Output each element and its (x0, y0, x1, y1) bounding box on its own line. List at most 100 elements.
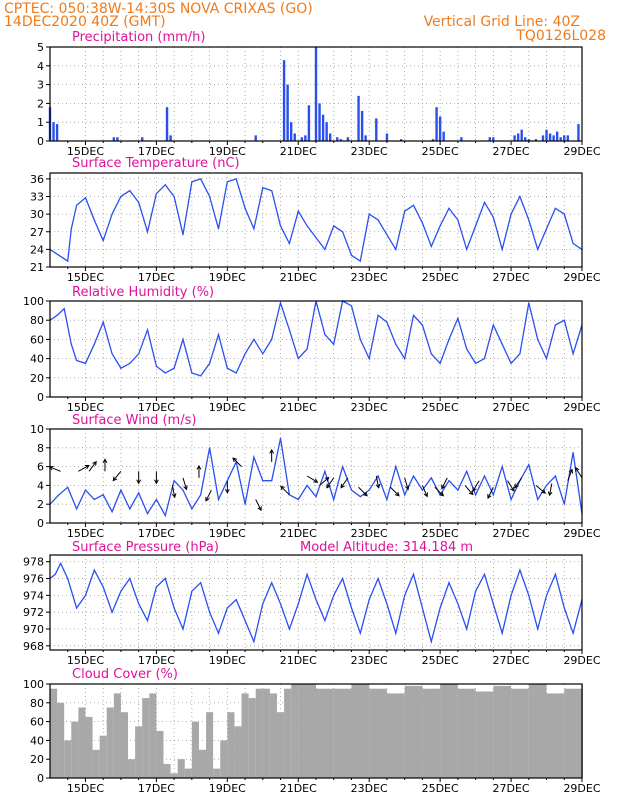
temperature-point (253, 228, 255, 230)
precip-bar (364, 135, 367, 141)
cloud-bar (120, 712, 129, 778)
wind-point (342, 466, 344, 468)
wind-point (359, 496, 361, 498)
cloud-bar (528, 684, 547, 778)
cloud-bar (404, 685, 423, 778)
cloud-bar (276, 712, 285, 778)
wind-point (315, 496, 317, 498)
pressure-point (501, 632, 503, 634)
cloud-bar (386, 693, 405, 778)
pressure-point (439, 607, 441, 609)
wind-arrow-head (224, 488, 230, 494)
x-tick-label: 25DEC (422, 527, 459, 540)
precip-bar (375, 118, 378, 141)
wind-arrow (434, 486, 444, 497)
x-tick-label: 23DEC (351, 271, 388, 284)
precip-bar (399, 139, 403, 141)
precip-bar (282, 60, 286, 141)
wind-point (501, 466, 503, 468)
cloud-bar (163, 763, 171, 778)
pressure-point (138, 603, 140, 605)
cloud-bar (457, 688, 476, 778)
y-tick-label: 8 (37, 442, 44, 455)
temperature-title: Surface Temperature (nC) (72, 156, 240, 171)
y-tick-label: 60 (30, 333, 44, 346)
temperature-point (84, 197, 87, 199)
x-tick-label: 25DEC (422, 271, 459, 284)
cloud-bar (316, 688, 334, 778)
precip-bar (116, 137, 119, 141)
pressure-point (111, 611, 113, 613)
precip-bar (548, 133, 552, 141)
precip-bar (460, 137, 463, 141)
x-tick-label: 27DEC (493, 401, 530, 414)
temperature-point (563, 213, 565, 215)
model-altitude-label: Model Altitude: 314.184 m (300, 540, 473, 555)
humidity-point (146, 329, 149, 331)
wind-point (155, 498, 157, 501)
y-tick-label: 976 (23, 573, 44, 586)
pressure-point (306, 573, 308, 575)
temperature-line (49, 178, 583, 263)
precip-bar (314, 47, 318, 141)
cloud-bar (92, 749, 100, 778)
precip-bar (360, 110, 364, 141)
temperature-point (209, 195, 211, 198)
humidity-point (439, 362, 441, 364)
temperature-point (155, 192, 157, 195)
wind-arrow-head (340, 483, 345, 489)
wind-point (173, 480, 175, 482)
y-tick-label: 20 (30, 372, 44, 385)
humidity-point (554, 324, 557, 326)
temperature-point (200, 178, 202, 180)
x-tick-label: 15DEC (67, 654, 104, 667)
precip-bar (431, 139, 435, 141)
temperature-point (288, 242, 290, 245)
header-run-id: TQ0126L028 (515, 28, 606, 44)
temperature-point (226, 181, 228, 183)
cloud-bar (475, 691, 494, 778)
precip-bar (534, 139, 538, 141)
temperature-frame (49, 172, 583, 268)
humidity-point (120, 367, 122, 369)
wind-point (528, 464, 530, 466)
temperature-point (76, 204, 78, 206)
temperature-point (439, 225, 441, 227)
precip-bar (304, 135, 307, 141)
x-tick-label: 29DEC (563, 271, 600, 284)
pressure-point (342, 577, 344, 580)
humidity-title: Relative Humidity (%) (72, 285, 214, 300)
wind-point (350, 489, 353, 491)
wind-arrow (472, 480, 480, 492)
temperature-point (324, 248, 326, 250)
cloud-bar (546, 693, 565, 778)
wind-arrow (375, 475, 380, 488)
temperature-point (377, 219, 379, 221)
wind-point (430, 477, 432, 479)
humidity-point (217, 334, 220, 336)
wind-arrow-head (154, 479, 159, 485)
precip-bar (566, 135, 570, 141)
wind-arrow (182, 477, 187, 490)
temperature-point (412, 204, 415, 206)
precip-bar (254, 135, 257, 141)
x-tick-label: 19DEC (209, 527, 246, 540)
y-tick-label: 60 (30, 716, 44, 729)
pressure-point (545, 594, 548, 596)
pressure-point (60, 562, 62, 565)
humidity-point (510, 362, 512, 364)
cloud-bar (493, 685, 512, 778)
pressure-point (262, 603, 264, 605)
precip-bar (577, 124, 580, 141)
temperature-point (315, 237, 317, 239)
wind-point (297, 498, 299, 501)
x-tick-label: 29DEC (563, 401, 600, 414)
temperature-point (350, 254, 353, 256)
humidity-point (70, 343, 72, 345)
wind-arrow (549, 483, 553, 496)
y-tick-label: 24 (30, 243, 44, 256)
temperature-point (421, 222, 423, 224)
x-tick-label: 29DEC (563, 782, 600, 795)
precip-bar (435, 107, 438, 141)
y-tick-label: 100 (23, 295, 44, 308)
